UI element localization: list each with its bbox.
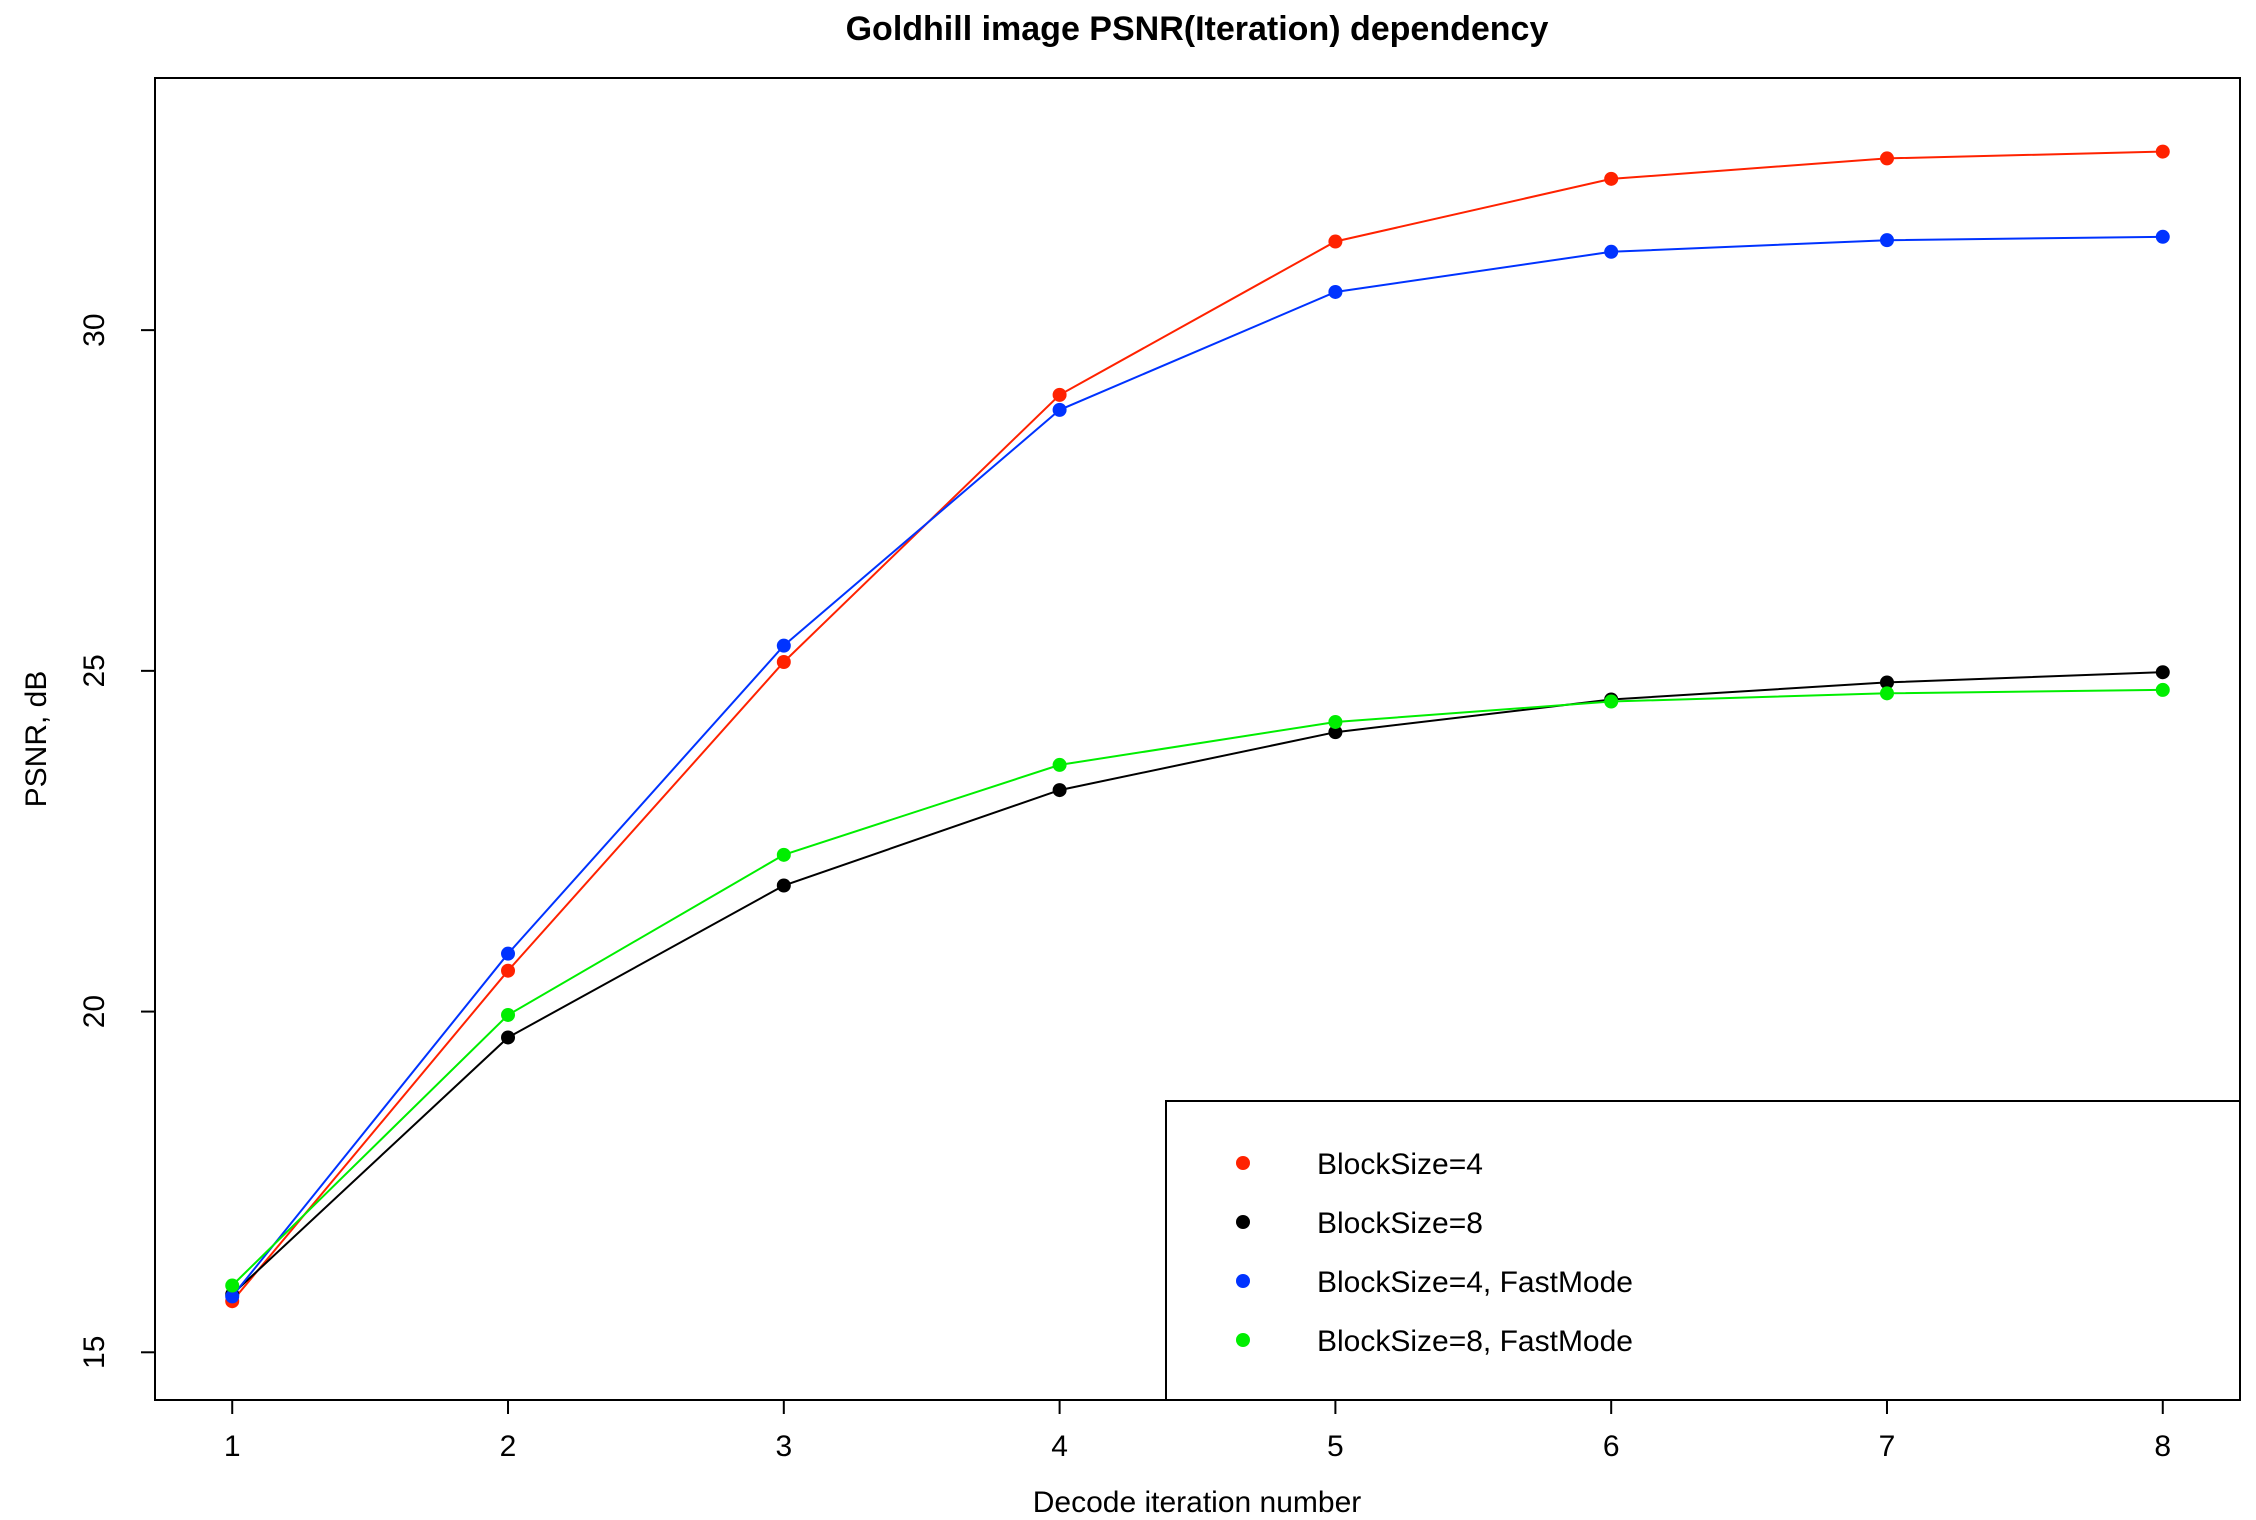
legend-item: BlockSize=4, FastMode [1236,1266,1633,1299]
series-line [231,671,2163,1296]
legend-label: BlockSize=8, FastMode [1317,1325,1633,1358]
x-axis: 1 2 3 4 5 6 7 8 [224,1399,2171,1463]
legend-item: BlockSize=8, FastMode [1236,1325,1633,1358]
series-line [231,235,2163,1298]
data-point [2155,229,2170,244]
legend: BlockSize=4 BlockSize=8 BlockSize=4, FastM… [1165,1100,2241,1401]
x-tick-label: 5 [1327,1430,1344,1463]
data-point [1879,675,1894,690]
data-point [1052,402,1067,417]
data-point [776,847,791,862]
x-axis-label: Decode iteration number [1033,1486,1362,1519]
series-layer [225,144,2170,1309]
legend-marker [1236,1274,1250,1288]
data-point [1328,725,1343,740]
data-point [1052,387,1067,402]
data-point [1604,171,1619,186]
x-tick-label: 4 [1051,1430,1068,1463]
y-tick-label: 30 [78,313,111,346]
data-point [776,878,791,893]
legend-item: BlockSize=4 [1236,1148,1483,1181]
legend-label: BlockSize=8 [1317,1207,1483,1240]
y-tick-label: 15 [78,1336,111,1369]
y-axis: 15 20 25 30 [78,313,156,1369]
data-point [1052,757,1067,772]
chart-title: Goldhill image PSNR(Iteration) dependenc… [846,10,1549,48]
data-point [2155,665,2170,680]
x-tick-label: 7 [1879,1430,1896,1463]
y-tick-label: 25 [78,654,111,687]
series-1 [225,144,2170,1309]
series-2 [225,665,2170,1302]
legend-label: BlockSize=4 [1317,1148,1483,1181]
legend-box [1165,1100,2241,1401]
series-line [231,150,2163,1302]
y-tick-label: 20 [78,995,111,1028]
x-tick-label: 6 [1603,1430,1620,1463]
data-point [501,946,516,961]
x-tick-label: 1 [224,1430,241,1463]
legend-label: BlockSize=4, FastMode [1317,1266,1633,1299]
data-point [1052,783,1067,798]
data-point [1879,233,1894,248]
data-point [225,1278,240,1293]
data-point [225,1289,240,1304]
series-3 [225,229,2170,1304]
data-point [1328,234,1343,249]
data-point [1879,686,1894,701]
data-point [501,963,516,978]
y-axis-label: PSNR, dB [20,671,53,808]
legend-marker [1236,1215,1250,1229]
data-point [1604,694,1619,709]
legend-marker [1236,1156,1250,1170]
x-tick-label: 3 [775,1430,792,1463]
data-point [776,638,791,653]
series-line [231,688,2163,1287]
legend-item: BlockSize=8 [1236,1207,1483,1240]
x-tick-label: 2 [500,1430,517,1463]
legend-marker [1236,1333,1250,1347]
data-point [1879,151,1894,166]
data-point [2155,144,2170,159]
data-point [1328,714,1343,729]
data-point [1604,244,1619,259]
data-point [1328,284,1343,299]
x-tick-label: 8 [2154,1430,2171,1463]
data-point [501,1007,516,1022]
data-point [501,1030,516,1045]
data-point [776,654,791,669]
series-4 [225,682,2170,1293]
data-point [2155,682,2170,697]
